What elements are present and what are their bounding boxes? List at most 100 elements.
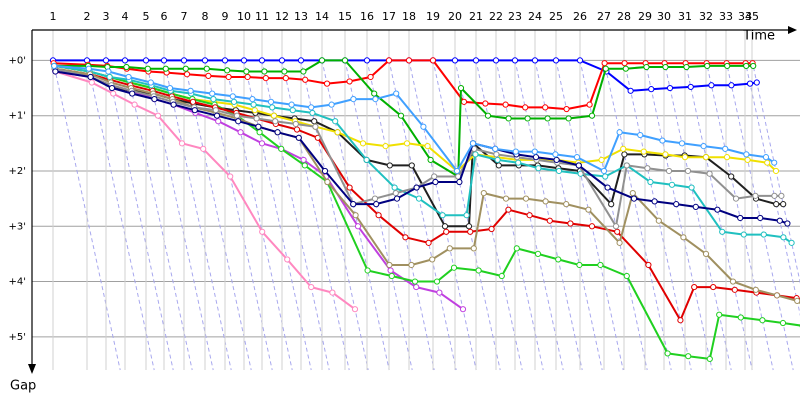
data-point	[243, 68, 250, 75]
data-point	[555, 256, 562, 263]
data-point	[762, 154, 770, 161]
x-tick-label: 7	[181, 10, 188, 23]
data-point	[601, 60, 608, 67]
data-point	[552, 57, 560, 64]
lap-diagonal	[644, 60, 713, 371]
data-point	[737, 214, 744, 222]
data-point	[647, 178, 654, 186]
data-point	[710, 283, 717, 291]
data-point	[772, 167, 780, 175]
data-point	[308, 104, 315, 111]
lap-diagonal	[432, 60, 501, 371]
data-point	[244, 73, 251, 81]
data-point	[662, 151, 669, 158]
data-point	[645, 261, 652, 269]
data-point	[408, 261, 415, 269]
data-point	[261, 68, 268, 75]
data-point	[225, 73, 232, 81]
data-point	[87, 73, 94, 81]
data-point	[597, 261, 604, 269]
data-point	[665, 167, 673, 175]
data-point	[459, 306, 467, 313]
data-point	[332, 118, 339, 125]
data-point	[147, 79, 154, 86]
data-point	[166, 84, 174, 92]
data-point	[160, 57, 168, 64]
data-point	[655, 217, 662, 224]
data-point	[425, 239, 432, 246]
data-point	[586, 101, 593, 108]
data-point	[386, 261, 393, 269]
y-axis-label: Gap	[10, 379, 36, 394]
series-line	[54, 64, 800, 360]
data-point	[744, 156, 751, 164]
x-tick-label: 14	[315, 10, 329, 23]
data-point	[472, 151, 479, 158]
data-point	[773, 201, 780, 208]
y-tick-label: +0'	[9, 55, 27, 66]
data-point	[673, 201, 680, 208]
data-point	[498, 272, 505, 280]
data-point	[321, 167, 329, 175]
data-point	[465, 223, 473, 230]
data-point	[716, 311, 723, 318]
data-point	[505, 115, 512, 122]
data-point	[295, 134, 302, 141]
data-point	[648, 86, 655, 93]
data-point	[85, 65, 92, 72]
data-point	[512, 148, 519, 155]
data-point	[351, 306, 359, 313]
data-point	[684, 167, 692, 175]
data-point	[180, 57, 188, 64]
data-point	[282, 74, 289, 82]
data-point	[178, 140, 186, 147]
data-point	[182, 65, 189, 72]
data-point	[429, 57, 437, 64]
data-point	[278, 145, 285, 152]
data-point	[728, 82, 735, 89]
data-point	[602, 65, 609, 72]
lap-diagonal	[751, 60, 800, 284]
x-tick-label: 16	[360, 10, 374, 23]
data-point	[731, 286, 738, 293]
y-tick-label: +4'	[9, 277, 27, 288]
data-point	[227, 173, 234, 180]
data-point	[213, 112, 221, 119]
lap-diagonal	[579, 60, 648, 371]
x-tick-label: 21	[469, 10, 483, 23]
data-point	[151, 96, 158, 103]
y-tick-label: +1'	[9, 111, 27, 122]
data-point	[439, 212, 446, 219]
lap-diagonal	[725, 60, 794, 371]
x-tick-label: 33	[719, 10, 733, 23]
data-point	[253, 115, 260, 122]
data-point	[666, 84, 674, 92]
y-tick-label: +2'	[9, 166, 27, 177]
data-point	[229, 93, 236, 100]
x-tick-label: 29	[638, 10, 652, 23]
data-point	[457, 84, 465, 92]
data-point	[436, 289, 443, 296]
data-point	[350, 96, 357, 103]
x-tick-label: 20	[448, 10, 462, 23]
data-point	[393, 195, 401, 202]
data-point	[620, 145, 627, 152]
y-axis-arrow	[28, 364, 36, 374]
x-tick-label: 23	[508, 10, 522, 23]
y-tick-label: +5'	[9, 332, 27, 343]
data-point	[784, 220, 791, 227]
data-point	[329, 289, 336, 296]
data-point	[441, 223, 449, 230]
data-point	[363, 57, 371, 64]
x-tick-label: 24	[528, 10, 542, 23]
data-point	[334, 129, 341, 136]
data-point	[372, 96, 379, 103]
data-point	[706, 170, 713, 177]
data-point	[526, 212, 533, 219]
data-point	[773, 292, 781, 299]
data-point	[212, 107, 219, 114]
data-point	[492, 57, 500, 64]
x-tick-label: 4	[122, 10, 129, 23]
data-point	[323, 80, 331, 87]
